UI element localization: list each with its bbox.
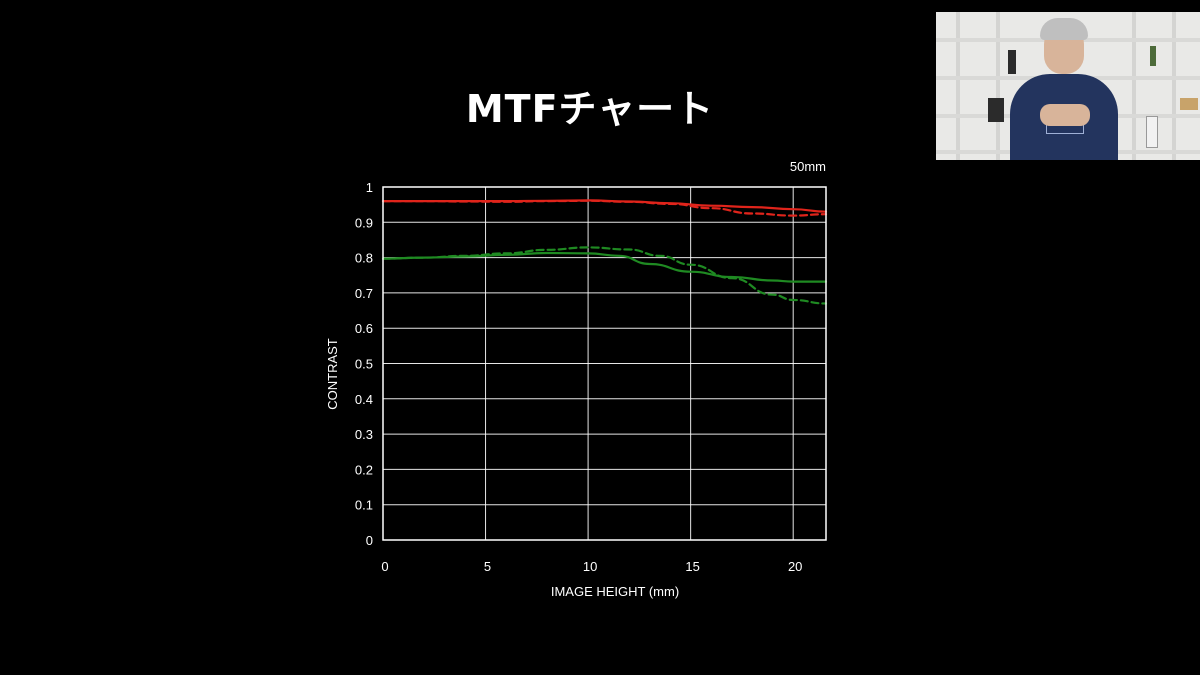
y-tick-label: 1	[366, 180, 373, 195]
series-lines	[381, 199, 828, 305]
slide-title: MTFチャート	[465, 87, 715, 131]
y-tick-label: 0.7	[355, 286, 373, 301]
y-tick-label: 0.5	[355, 357, 373, 372]
x-tick-labels: 0 5 10 15 20	[381, 559, 802, 574]
y-tick-label: 0.4	[355, 392, 373, 407]
y-tick-label: 0.2	[355, 462, 373, 477]
y-tick-label: 0.8	[355, 251, 373, 266]
y-tick-label: 0.9	[355, 215, 373, 230]
y-tick-label: 0.6	[355, 321, 373, 336]
presenter-webcam	[936, 12, 1200, 160]
y-axis-label: CONTRAST	[325, 338, 340, 410]
series-line-2	[381, 199, 828, 217]
shelf-object	[1146, 116, 1158, 148]
y-tick-label: 0.1	[355, 498, 373, 513]
y-tick-label: 0	[366, 533, 373, 548]
shelf-object	[1008, 50, 1016, 74]
y-tick-label: 0.3	[355, 427, 373, 442]
series-line-4	[381, 246, 828, 305]
bookshelf-divider	[1132, 12, 1136, 160]
x-tick-label: 0	[381, 559, 388, 574]
shelf-object	[1180, 98, 1198, 110]
y-tick-labels: 0 0.1 0.2 0.3 0.4 0.5 0.6 0.7 0.8 0.9 1	[355, 180, 373, 548]
x-axis-label: IMAGE HEIGHT (mm)	[551, 584, 679, 599]
bookshelf-divider	[996, 12, 1000, 160]
shelf-plant	[1150, 46, 1156, 66]
x-tick-label: 15	[685, 559, 699, 574]
bookshelf-divider	[1172, 12, 1176, 160]
presenter-hair	[1040, 18, 1088, 40]
x-tick-label: 10	[583, 559, 597, 574]
chart-annotation: 50mm	[790, 159, 826, 174]
x-tick-label: 20	[788, 559, 802, 574]
shelf-object	[988, 98, 1004, 122]
x-tick-label: 5	[484, 559, 491, 574]
bookshelf-divider	[956, 12, 960, 160]
presenter-hands	[1040, 104, 1090, 126]
plot-frame	[382, 186, 827, 541]
